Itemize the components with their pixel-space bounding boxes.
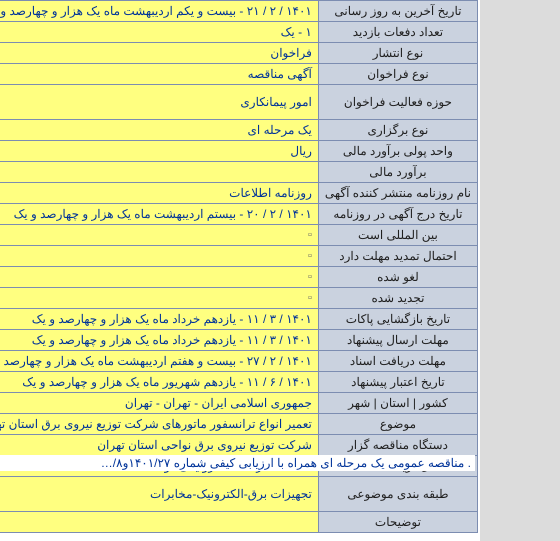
- table-row: تجدید شده▫: [0, 288, 478, 309]
- row-value: ۱۴۰۱ / ۲ / ۲۱ - بیست و یکم اردیبهشت ماه …: [0, 1, 318, 22]
- row-value: یک مرحله ای: [0, 120, 318, 141]
- table-row: مهلت ارسال پیشنهاد۱۴۰۱ / ۳ / ۱۱ - یازدهم…: [0, 330, 478, 351]
- row-label: توضیحات: [318, 512, 477, 533]
- row-value: ریال: [0, 141, 318, 162]
- row-label: طبقه بندی موضوعی: [318, 477, 477, 512]
- row-label: نوع انتشار: [318, 43, 477, 64]
- row-label: تاریخ درج آگهی در روزنامه: [318, 204, 477, 225]
- row-label: نوع برگزاری: [318, 120, 477, 141]
- row-value: ▫: [0, 246, 318, 267]
- row-value: شرکت توزیع نیروی برق نواحی استان تهران: [0, 435, 318, 456]
- table-row: مهلت دریافت اسناد۱۴۰۱ / ۲ / ۲۷ - بیست و …: [0, 351, 478, 372]
- row-value: ۱۴۰۱ / ۳ / ۱۱ - یازدهم خرداد ماه یک هزار…: [0, 309, 318, 330]
- row-value: ▫: [0, 267, 318, 288]
- table-row: نوع انتشارفراخوان: [0, 43, 478, 64]
- footer-line: . مناقصه عمومی یک مرحله ای همراه با ارزی…: [0, 455, 475, 471]
- table-row: تاریخ اعتبار پیشنهاد۱۴۰۱ / ۶ / ۱۱ - یازد…: [0, 372, 478, 393]
- table-row: تعداد دفعات بازدید۱ - یک: [0, 22, 478, 43]
- row-label: تاریخ اعتبار پیشنهاد: [318, 372, 477, 393]
- row-label: تاریخ آخرین به روز رسانی: [318, 1, 477, 22]
- row-label: تجدید شده: [318, 288, 477, 309]
- table-row: توضیحات: [0, 512, 478, 533]
- row-value: روزنامه اطلاعات: [0, 183, 318, 204]
- row-label: بین المللی است: [318, 225, 477, 246]
- row-label: دستگاه مناقصه گزار: [318, 435, 477, 456]
- row-value: ۱۴۰۱ / ۲ / ۲۷ - بیست و هفتم اردیبهشت ماه…: [0, 351, 318, 372]
- table-row: حوزه فعالیت فراخوانامور پیمانکاری: [0, 85, 478, 120]
- row-value: ۱۴۰۱ / ۳ / ۱۱ - یازدهم خرداد ماه یک هزار…: [0, 330, 318, 351]
- row-value: جمهوری اسلامی ایران - تهران - تهران: [0, 393, 318, 414]
- table-row: کشور | استان | شهرجمهوری اسلامی ایران - …: [0, 393, 478, 414]
- table-row: نوع برگزارییک مرحله ای: [0, 120, 478, 141]
- row-value: ۱۴۰۱ / ۲ / ۲۰ - بیستم اردیبهشت ماه یک هز…: [0, 204, 318, 225]
- row-value: ▫: [0, 288, 318, 309]
- table-row: لغو شده▫: [0, 267, 478, 288]
- table-row: موضوعتعمیر انواع ترانسفور ماتورهای شرکت …: [0, 414, 478, 435]
- table-row: نوع فراخوانآگهی مناقصه: [0, 64, 478, 85]
- row-label: کشور | استان | شهر: [318, 393, 477, 414]
- table-row: برآورد مالی: [0, 162, 478, 183]
- row-value: [0, 162, 318, 183]
- row-value: [0, 512, 318, 533]
- row-label: نوع فراخوان: [318, 64, 477, 85]
- table-row: احتمال تمدید مهلت دارد▫: [0, 246, 478, 267]
- table-row: دستگاه مناقصه گزارشرکت توزیع نیروی برق ن…: [0, 435, 478, 456]
- row-label: تعداد دفعات بازدید: [318, 22, 477, 43]
- row-label: تاریخ بازگشایی پاکات: [318, 309, 477, 330]
- row-value: ۱ - یک: [0, 22, 318, 43]
- table-row: تاریخ درج آگهی در روزنامه۱۴۰۱ / ۲ / ۲۰ -…: [0, 204, 478, 225]
- row-value: ۱۴۰۱ / ۶ / ۱۱ - یازدهم شهریور ماه یک هزا…: [0, 372, 318, 393]
- row-value: آگهی مناقصه: [0, 64, 318, 85]
- table-row: تاریخ آخرین به روز رسانی۱۴۰۱ / ۲ / ۲۱ - …: [0, 1, 478, 22]
- row-value: امور پیمانکاری: [0, 85, 318, 120]
- row-label: مهلت ارسال پیشنهاد: [318, 330, 477, 351]
- table-row: واحد پولی برآورد مالیریال: [0, 141, 478, 162]
- row-value: تعمیر انواع ترانسفور ماتورهای شرکت توزیع…: [0, 414, 318, 435]
- table-row: طبقه بندی موضوعیتجهیزات برق-الکترونیک-مخ…: [0, 477, 478, 512]
- row-label: حوزه فعالیت فراخوان: [318, 85, 477, 120]
- row-label: موضوع: [318, 414, 477, 435]
- row-value: فراخوان: [0, 43, 318, 64]
- table-row: بین المللی است▫: [0, 225, 478, 246]
- detail-table: تاریخ آخرین به روز رسانی۱۴۰۱ / ۲ / ۲۱ - …: [0, 0, 478, 533]
- row-label: نام روزنامه منتشر کننده آگهی: [318, 183, 477, 204]
- row-value: ▫: [0, 225, 318, 246]
- row-value: تجهیزات برق-الکترونیک-مخابرات: [0, 477, 318, 512]
- table-row: نام روزنامه منتشر کننده آگهیروزنامه اطلا…: [0, 183, 478, 204]
- table-row: تاریخ بازگشایی پاکات۱۴۰۱ / ۳ / ۱۱ - یازد…: [0, 309, 478, 330]
- row-label: واحد پولی برآورد مالی: [318, 141, 477, 162]
- row-label: مهلت دریافت اسناد: [318, 351, 477, 372]
- row-label: لغو شده: [318, 267, 477, 288]
- row-label: احتمال تمدید مهلت دارد: [318, 246, 477, 267]
- row-label: برآورد مالی: [318, 162, 477, 183]
